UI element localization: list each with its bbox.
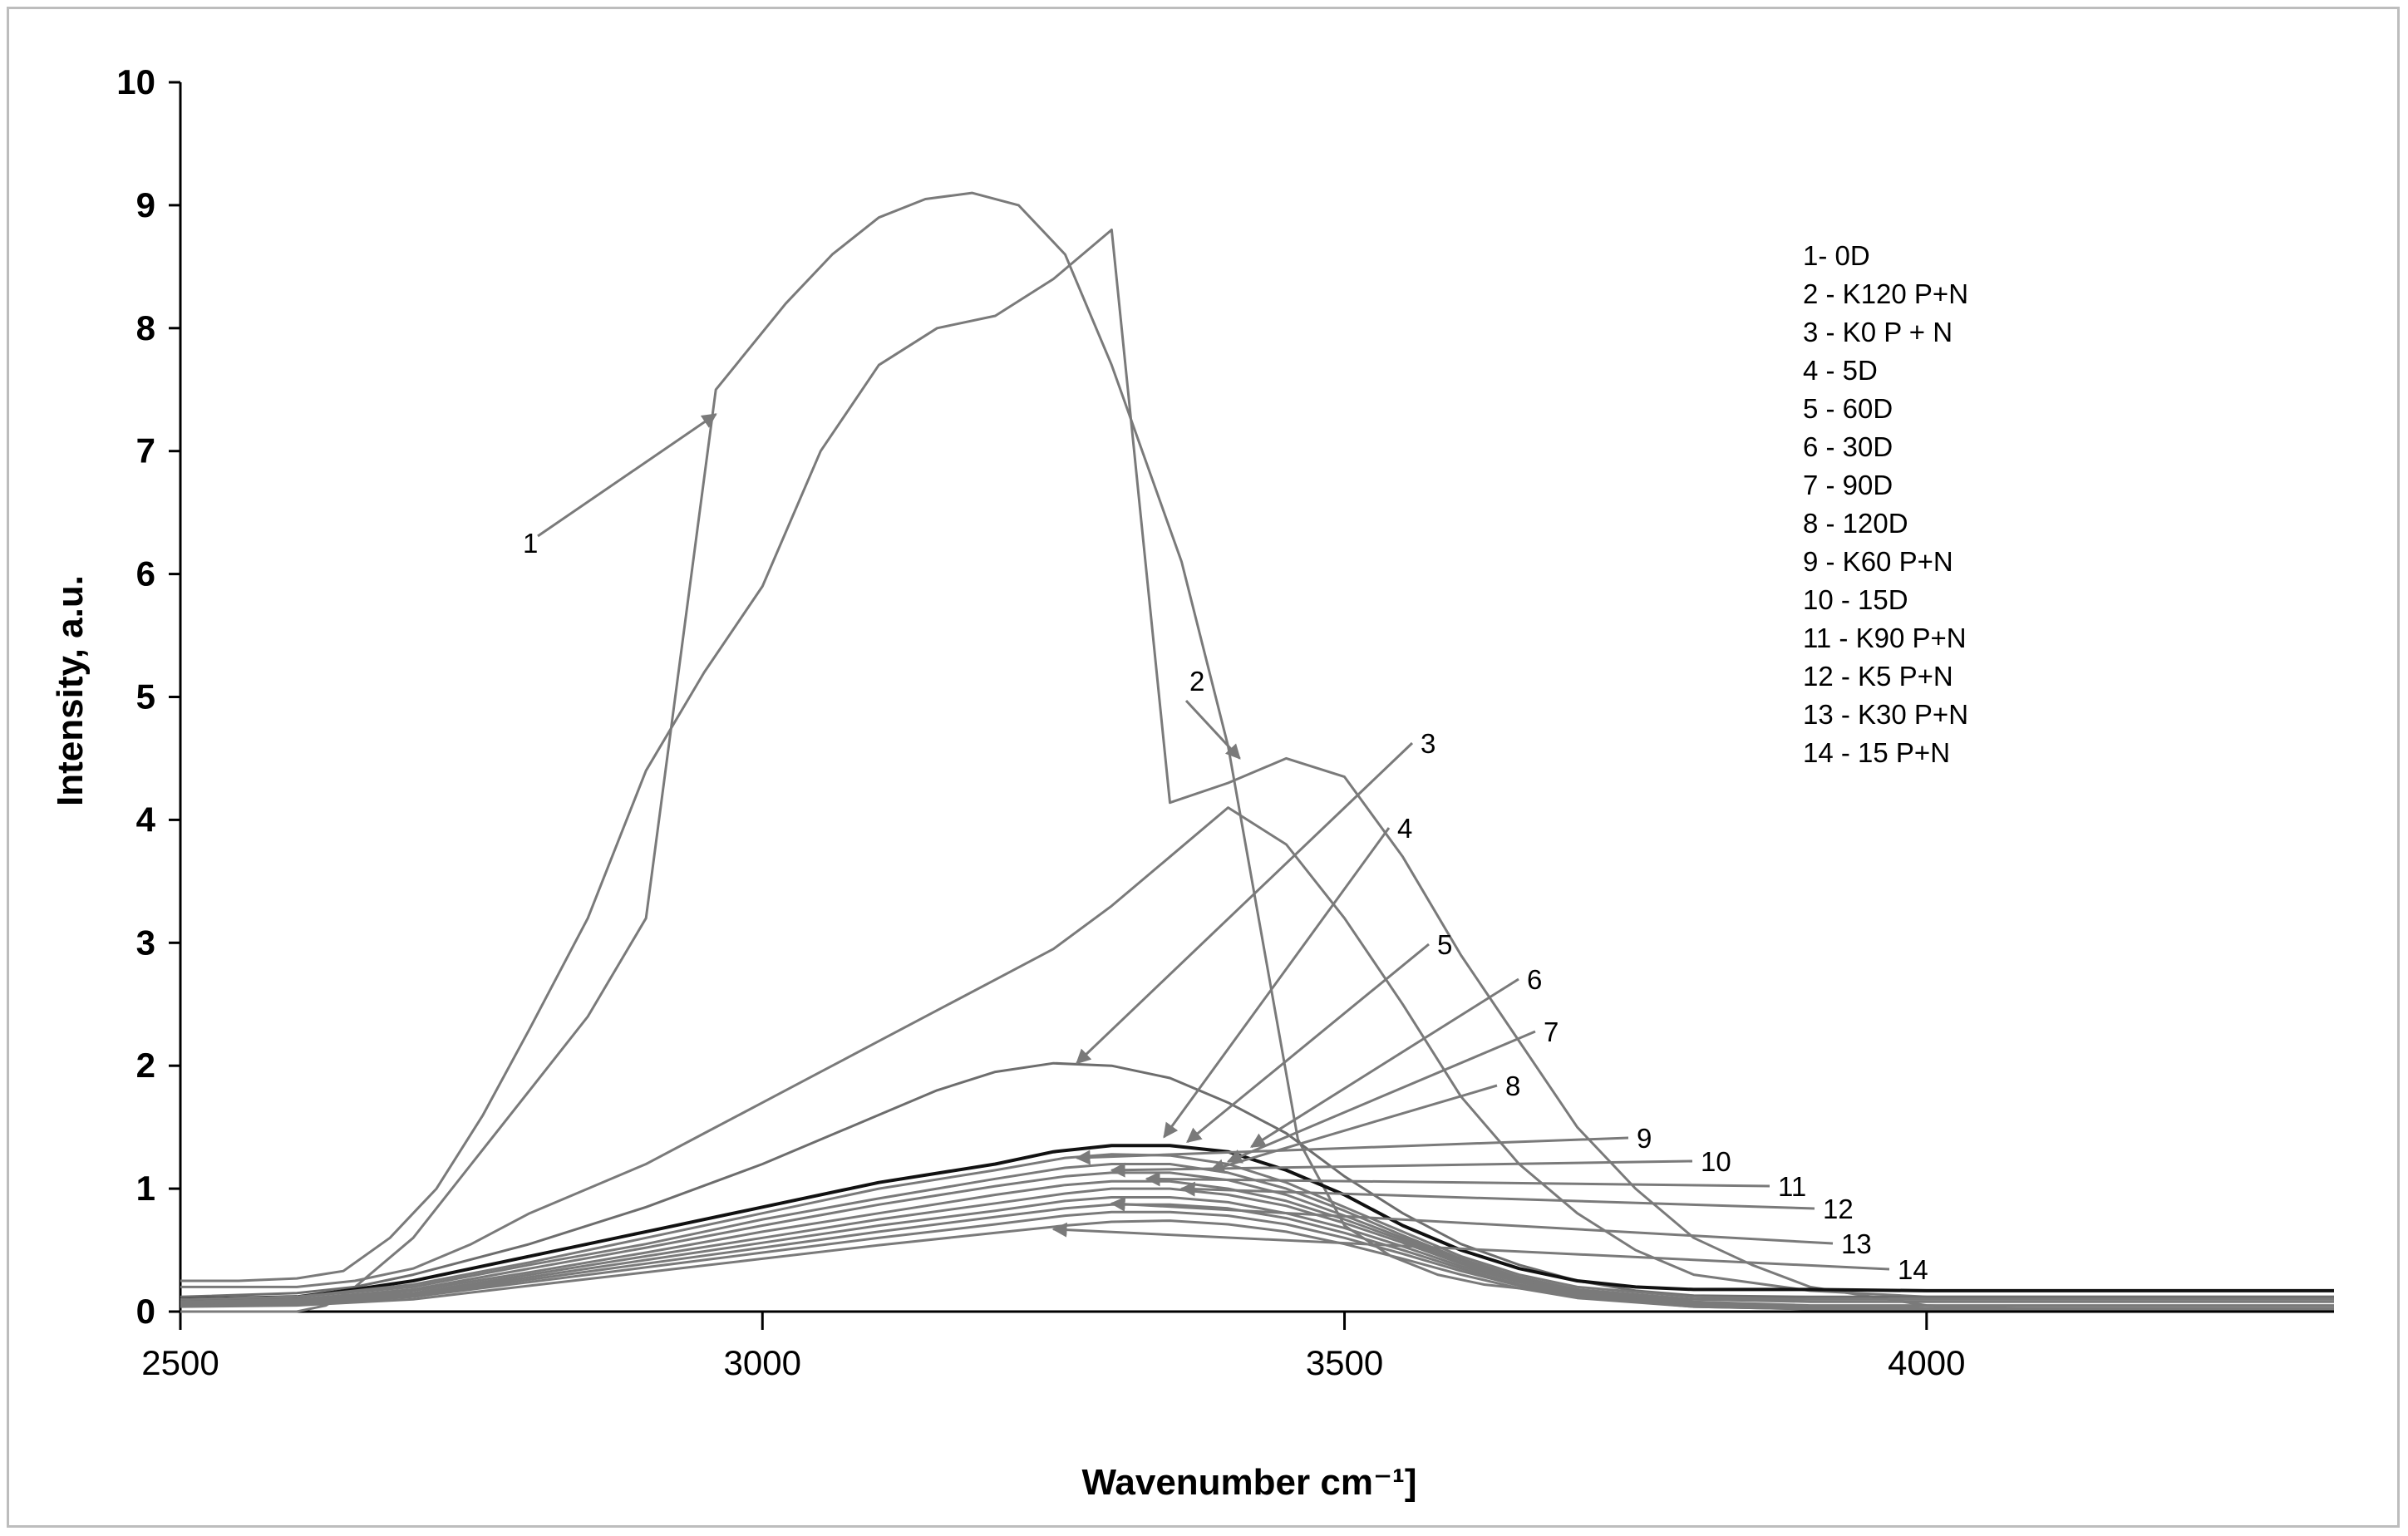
- callout-label-14: 14: [1898, 1254, 1928, 1285]
- callout-label-7: 7: [1544, 1017, 1559, 1047]
- series-line-3: [180, 806, 2334, 1298]
- callout-label-4: 4: [1397, 813, 1412, 844]
- y-tick-label: 0: [136, 1292, 155, 1331]
- legend-item-12: 12 - K5 P+N: [1803, 661, 1953, 692]
- series-line-6: [180, 1153, 2334, 1301]
- legend-item-11: 11 - K90 P+N: [1803, 623, 1967, 653]
- callout-label-6: 6: [1527, 964, 1542, 995]
- y-tick-label: 7: [136, 431, 155, 470]
- callout-arrow-3: [1076, 741, 1414, 1065]
- callout-arrow-12: [1179, 1181, 1815, 1210]
- callout-label-5: 5: [1437, 929, 1452, 960]
- legend-item-5: 5 - 60D: [1803, 393, 1893, 424]
- callout-arrow-9: [1075, 1136, 1629, 1165]
- legend-item-3: 3 - K0 P + N: [1803, 317, 1952, 347]
- callout-arrow-14: [1051, 1222, 1890, 1271]
- series-line-5: [180, 1144, 2334, 1302]
- x-axis-title: Wavenumber cm⁻¹]: [1081, 1462, 1416, 1503]
- y-tick-label: 8: [136, 308, 155, 347]
- legend-item-1: 1- 0D: [1803, 240, 1870, 271]
- y-axis-title: Intensity, a.u.: [50, 575, 91, 806]
- series-layer: [180, 191, 2334, 1313]
- callout-arrow-5: [1186, 943, 1430, 1144]
- callout-label-2: 2: [1189, 666, 1204, 697]
- callout-arrow-11: [1145, 1171, 1770, 1188]
- series-line-7: [180, 1163, 2334, 1303]
- y-tick-label: 10: [116, 62, 155, 101]
- legend-item-7: 7 - 90D: [1803, 470, 1893, 500]
- callout-label-9: 9: [1637, 1123, 1652, 1154]
- legend-item-2: 2 - K120 P+N: [1803, 278, 1968, 309]
- x-tick-label: 3500: [1306, 1343, 1383, 1382]
- callout-arrow-13: [1110, 1196, 1834, 1245]
- y-tick-label: 4: [136, 800, 156, 839]
- legend-item-4: 4 - 5D: [1803, 355, 1878, 386]
- y-tick-label: 5: [136, 677, 155, 716]
- callout-label-13: 13: [1841, 1228, 1872, 1259]
- legend: 1- 0D 2 - K120 P+N 3 - K0 P + N 4 - 5D 5 - 6…: [1803, 240, 1968, 768]
- x-tick-label: 4000: [1888, 1343, 1965, 1382]
- callout-arrow-6: [1249, 977, 1519, 1149]
- callout-arrow-2: [1184, 699, 1241, 760]
- callout-arrow-1: [537, 413, 717, 538]
- legend-item-14: 14 - 15 P+N: [1803, 737, 1950, 768]
- callout-label-11: 11: [1778, 1171, 1806, 1202]
- y-tick-label: 2: [136, 1046, 155, 1085]
- x-tick-label: 2500: [141, 1343, 219, 1382]
- x-tick-label: 3000: [724, 1343, 801, 1382]
- legend-item-9: 9 - K60 P+N: [1803, 546, 1953, 577]
- series-line-8: [180, 1171, 2334, 1307]
- legend-item-8: 8 - 120D: [1803, 508, 1908, 539]
- callout-label-1: 1: [523, 528, 538, 559]
- callout-arrow-4: [1163, 827, 1391, 1139]
- callout-label-3: 3: [1421, 728, 1435, 759]
- chart-frame: 0 1 2 3 4 5 6 7 8 9 10 2500 3000 3500 4000 1 2 3 4 5 6 7 8 9 10…: [7, 7, 2400, 1528]
- legend-item-6: 6 - 30D: [1803, 431, 1893, 462]
- legend-item-10: 10 - 15D: [1803, 584, 1908, 615]
- callout-label-12: 12: [1823, 1194, 1854, 1224]
- callout-label-10: 10: [1701, 1146, 1731, 1177]
- y-tick-label: 1: [136, 1169, 155, 1208]
- series-line-4: [180, 1061, 2334, 1298]
- legend-item-13: 13 - K30 P+N: [1803, 699, 1968, 730]
- callout-arrow-10: [1110, 1159, 1693, 1178]
- callout-label-8: 8: [1505, 1071, 1520, 1101]
- series-line-2: [180, 229, 2334, 1311]
- y-tick-label: 3: [136, 923, 155, 962]
- callout-arrow-8: [1209, 1084, 1498, 1174]
- y-tick-label: 9: [136, 185, 155, 224]
- callout-arrow-7: [1226, 1030, 1536, 1164]
- y-tick-label: 6: [136, 554, 155, 593]
- series-line-14: [180, 1219, 2334, 1311]
